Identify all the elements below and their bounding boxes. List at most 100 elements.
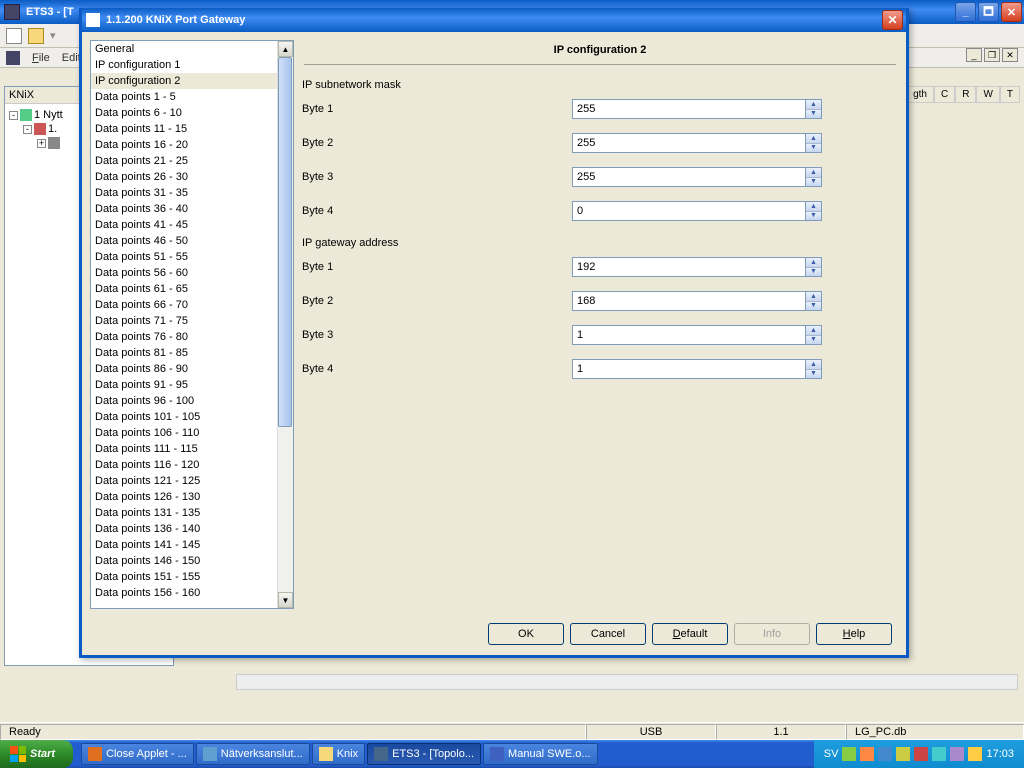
sidebar-item[interactable]: Data points 146 - 150 [91, 553, 277, 569]
open-icon[interactable] [28, 28, 44, 44]
col-header[interactable]: gth [906, 86, 934, 103]
horizontal-scrollbar[interactable] [236, 674, 1018, 690]
close-button[interactable]: ✕ [1001, 2, 1022, 22]
sidebar-item[interactable]: Data points 56 - 60 [91, 265, 277, 281]
tray-lang[interactable]: SV [824, 748, 839, 760]
sidebar-item[interactable]: Data points 36 - 40 [91, 201, 277, 217]
cancel-button[interactable]: Cancel [570, 623, 646, 645]
spin-up-icon[interactable]: ▲ [806, 168, 821, 178]
spin-down-icon[interactable]: ▼ [806, 144, 821, 153]
sidebar-item[interactable]: Data points 61 - 65 [91, 281, 277, 297]
sidebar-item[interactable]: Data points 126 - 130 [91, 489, 277, 505]
spin-up-icon[interactable]: ▲ [806, 202, 821, 212]
tray-icon[interactable] [842, 747, 856, 761]
gateway-byte4-input[interactable] [572, 359, 806, 379]
start-button[interactable]: Start [0, 740, 73, 768]
sidebar-item[interactable]: Data points 121 - 125 [91, 473, 277, 489]
tree-expand-icon[interactable]: - [9, 111, 18, 120]
sidebar-item[interactable]: Data points 26 - 30 [91, 169, 277, 185]
menu-file[interactable]: File [32, 52, 50, 64]
sidebar-item[interactable]: Data points 106 - 110 [91, 425, 277, 441]
spin-down-icon[interactable]: ▼ [806, 268, 821, 277]
scroll-thumb[interactable] [278, 57, 292, 427]
sidebar-item[interactable]: Data points 116 - 120 [91, 457, 277, 473]
spin-down-icon[interactable]: ▼ [806, 336, 821, 345]
help-button[interactable]: Help [816, 623, 892, 645]
maximize-button[interactable]: 🗖 [978, 2, 999, 22]
mdi-close[interactable]: ✕ [1002, 48, 1018, 62]
spin-up-icon[interactable]: ▲ [806, 134, 821, 144]
new-icon[interactable] [6, 28, 22, 44]
sidebar-item[interactable]: Data points 66 - 70 [91, 297, 277, 313]
dialog-close-button[interactable]: ✕ [882, 10, 903, 30]
scroll-up-button[interactable]: ▲ [278, 41, 293, 57]
taskbar-item[interactable]: ETS3 - [Topolo... [367, 743, 481, 765]
taskbar-item[interactable]: Manual SWE.o... [483, 743, 598, 765]
sidebar-list[interactable]: GeneralIP configuration 1IP configuratio… [91, 41, 277, 608]
mdi-restore[interactable]: ❐ [984, 48, 1000, 62]
sidebar-item[interactable]: Data points 76 - 80 [91, 329, 277, 345]
col-header[interactable]: T [1000, 86, 1020, 103]
tray-icon[interactable] [950, 747, 964, 761]
taskbar-item[interactable]: Nätverksanslut... [196, 743, 310, 765]
tree-expand-icon[interactable]: + [37, 139, 46, 148]
sidebar-item[interactable]: IP configuration 2 [91, 73, 277, 89]
tray-icon[interactable] [878, 747, 892, 761]
sidebar-item[interactable]: Data points 16 - 20 [91, 137, 277, 153]
spin-down-icon[interactable]: ▼ [806, 212, 821, 221]
sidebar-item[interactable]: Data points 101 - 105 [91, 409, 277, 425]
minimize-button[interactable]: _ [955, 2, 976, 22]
sidebar-item[interactable]: Data points 11 - 15 [91, 121, 277, 137]
sidebar-item[interactable]: Data points 46 - 50 [91, 233, 277, 249]
subnet-byte2-input[interactable] [572, 133, 806, 153]
col-header[interactable]: W [976, 86, 999, 103]
sidebar-item[interactable]: Data points 86 - 90 [91, 361, 277, 377]
ok-button[interactable]: OK [488, 623, 564, 645]
tray-icon[interactable] [914, 747, 928, 761]
col-header[interactable]: C [934, 86, 955, 103]
sidebar-item[interactable]: Data points 91 - 95 [91, 377, 277, 393]
sidebar-item[interactable]: Data points 51 - 55 [91, 249, 277, 265]
scroll-down-button[interactable]: ▼ [278, 592, 293, 608]
sidebar-item[interactable]: Data points 41 - 45 [91, 217, 277, 233]
sidebar-item[interactable]: Data points 136 - 140 [91, 521, 277, 537]
subnet-byte3-input[interactable] [572, 167, 806, 187]
menu-edit[interactable]: Edit [62, 52, 81, 64]
spin-up-icon[interactable]: ▲ [806, 258, 821, 268]
sidebar-item[interactable]: Data points 81 - 85 [91, 345, 277, 361]
col-header[interactable]: R [955, 86, 976, 103]
sidebar-item[interactable]: Data points 31 - 35 [91, 185, 277, 201]
tray-clock[interactable]: 17:03 [986, 748, 1014, 760]
taskbar-item[interactable]: Knix [312, 743, 365, 765]
spin-up-icon[interactable]: ▲ [806, 360, 821, 370]
spin-up-icon[interactable]: ▲ [806, 100, 821, 110]
spin-down-icon[interactable]: ▼ [806, 110, 821, 119]
taskbar-item[interactable]: Close Applet - ... [81, 743, 194, 765]
subnet-byte4-input[interactable] [572, 201, 806, 221]
sidebar-item[interactable]: Data points 6 - 10 [91, 105, 277, 121]
sidebar-item[interactable]: Data points 151 - 155 [91, 569, 277, 585]
sidebar-item[interactable]: Data points 131 - 135 [91, 505, 277, 521]
spin-up-icon[interactable]: ▲ [806, 326, 821, 336]
sidebar-item[interactable]: IP configuration 1 [91, 57, 277, 73]
gateway-byte2-input[interactable] [572, 291, 806, 311]
sidebar-item[interactable]: Data points 21 - 25 [91, 153, 277, 169]
subnet-byte1-input[interactable] [572, 99, 806, 119]
tree-expand-icon[interactable]: - [23, 125, 32, 134]
tray-icon[interactable] [896, 747, 910, 761]
spin-down-icon[interactable]: ▼ [806, 302, 821, 311]
spin-up-icon[interactable]: ▲ [806, 292, 821, 302]
tray-icon[interactable] [968, 747, 982, 761]
sidebar-item[interactable]: General [91, 41, 277, 57]
gateway-byte3-input[interactable] [572, 325, 806, 345]
sidebar-item[interactable]: Data points 96 - 100 [91, 393, 277, 409]
tray-icon[interactable] [932, 747, 946, 761]
gateway-byte1-input[interactable] [572, 257, 806, 277]
mdi-minimize[interactable]: _ [966, 48, 982, 62]
sidebar-scrollbar[interactable]: ▲ ▼ [277, 41, 293, 608]
sidebar-item[interactable]: Data points 156 - 160 [91, 585, 277, 601]
spin-down-icon[interactable]: ▼ [806, 178, 821, 187]
tray-icon[interactable] [860, 747, 874, 761]
spin-down-icon[interactable]: ▼ [806, 370, 821, 379]
sidebar-item[interactable]: Data points 141 - 145 [91, 537, 277, 553]
